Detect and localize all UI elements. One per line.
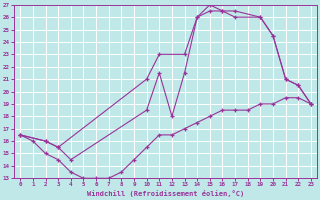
X-axis label: Windchill (Refroidissement éolien,°C): Windchill (Refroidissement éolien,°C): [87, 190, 244, 197]
